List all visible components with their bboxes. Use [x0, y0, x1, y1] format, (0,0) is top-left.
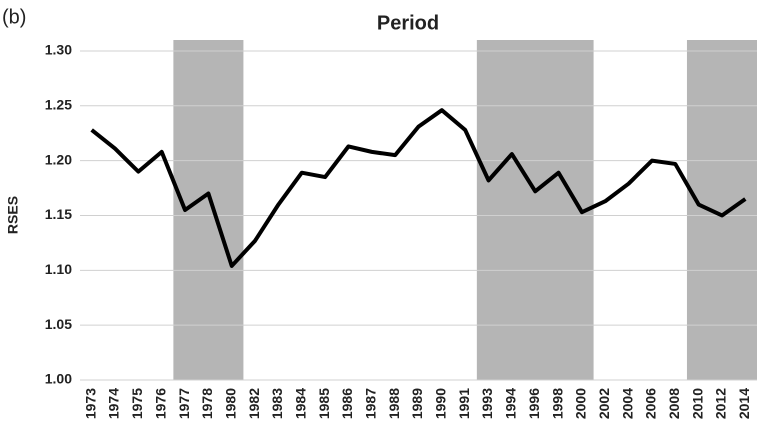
- x-tick-label: 1977: [176, 388, 192, 419]
- x-tick-label: 1988: [386, 388, 402, 419]
- x-tick-label: 2006: [643, 388, 659, 419]
- x-tick-label: 1993: [479, 388, 495, 419]
- x-tick-label: 1991: [456, 388, 472, 419]
- shaded-period: [476, 40, 594, 380]
- x-tick-label: 1978: [199, 388, 215, 419]
- x-tick-label: 1982: [246, 388, 262, 419]
- x-tick-label: 1996: [526, 388, 542, 419]
- x-tick-label: 1989: [409, 388, 425, 419]
- x-tick-label: 1976: [152, 388, 168, 419]
- panel-label: (b): [2, 6, 26, 28]
- x-tick-label: 1984: [292, 388, 308, 419]
- x-tick-label: 1974: [106, 388, 122, 419]
- x-tick-label: 2010: [689, 388, 705, 419]
- x-tick-label: 2000: [573, 388, 589, 419]
- x-tick-label: 1994: [503, 388, 519, 419]
- x-tick-label: 2014: [736, 388, 752, 419]
- data-line: [90, 108, 747, 268]
- x-tick-label: 2008: [666, 388, 682, 419]
- y-tick-label: 1.05: [45, 316, 72, 332]
- x-tick-label: 1985: [316, 388, 332, 419]
- x-tick-label: 2002: [596, 388, 612, 419]
- x-tick-label: 1983: [269, 388, 285, 419]
- y-tick-label: 1.10: [45, 261, 72, 277]
- y-axis-label: RSES: [5, 196, 21, 234]
- y-tick-label: 1.30: [45, 42, 72, 58]
- x-tick-label: 1987: [363, 388, 379, 419]
- shaded-period: [686, 40, 757, 380]
- y-tick-label: 1.25: [45, 97, 72, 113]
- y-tick-label: 1.20: [45, 151, 72, 167]
- x-tick-label: 1998: [549, 388, 565, 419]
- x-tick-label: 2012: [713, 388, 729, 419]
- x-tick-label: 1986: [339, 388, 355, 419]
- chart-title: Period: [377, 12, 439, 34]
- y-tick-label: 1.15: [45, 206, 72, 222]
- x-tick-label: 2004: [619, 388, 635, 419]
- x-tick-label: 1990: [433, 388, 449, 419]
- x-tick-label: 1973: [82, 388, 98, 419]
- y-tick-label: 1.00: [45, 371, 72, 387]
- x-tick-label: 1980: [222, 388, 238, 419]
- x-tick-label: 1975: [129, 388, 145, 419]
